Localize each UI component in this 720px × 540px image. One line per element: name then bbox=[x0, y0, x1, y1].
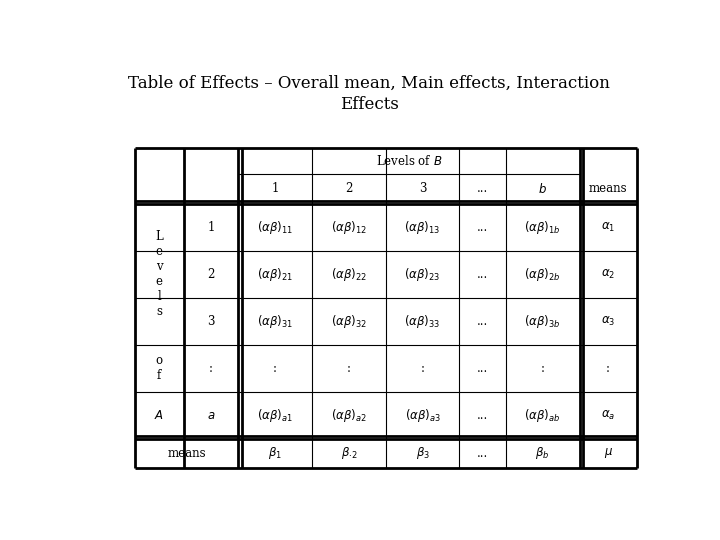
Text: ...: ... bbox=[477, 221, 488, 234]
Text: Levels of $B$: Levels of $B$ bbox=[376, 154, 442, 168]
Text: $(\alpha\beta)_{a2}$: $(\alpha\beta)_{a2}$ bbox=[331, 407, 367, 423]
Text: ...: ... bbox=[477, 268, 488, 281]
Text: $(\alpha\beta)_{11}$: $(\alpha\beta)_{11}$ bbox=[257, 219, 293, 235]
Text: Table of Effects – Overall mean, Main effects, Interaction: Table of Effects – Overall mean, Main ef… bbox=[128, 75, 610, 92]
Text: ...: ... bbox=[477, 315, 488, 328]
Text: 2: 2 bbox=[207, 268, 215, 281]
Text: ...: ... bbox=[477, 409, 488, 422]
Text: $(\alpha\beta)_{ab}$: $(\alpha\beta)_{ab}$ bbox=[524, 407, 561, 423]
Text: $\alpha_3$: $\alpha_3$ bbox=[601, 314, 616, 328]
Text: 3: 3 bbox=[207, 315, 215, 328]
Text: ...: ... bbox=[477, 362, 488, 375]
Text: 1: 1 bbox=[207, 221, 215, 234]
Text: 3: 3 bbox=[419, 183, 426, 195]
Text: $(\alpha\beta)_{31}$: $(\alpha\beta)_{31}$ bbox=[257, 313, 293, 329]
Text: ...: ... bbox=[477, 447, 488, 460]
Text: :: : bbox=[606, 362, 610, 375]
Text: 1: 1 bbox=[271, 183, 279, 195]
Text: :: : bbox=[209, 362, 213, 375]
Text: $\beta_3$: $\beta_3$ bbox=[415, 446, 430, 461]
Text: :: : bbox=[541, 362, 544, 375]
Text: $(\alpha\beta)_{2b}$: $(\alpha\beta)_{2b}$ bbox=[524, 266, 561, 282]
Text: $\beta_b$: $\beta_b$ bbox=[536, 446, 550, 461]
Text: L
e
v
e
l
s: L e v e l s bbox=[156, 230, 163, 318]
Text: $\alpha_a$: $\alpha_a$ bbox=[601, 408, 616, 422]
Text: means: means bbox=[167, 447, 206, 460]
Text: means: means bbox=[589, 183, 628, 195]
Text: ...: ... bbox=[477, 183, 488, 195]
Text: $(\alpha\beta)_{32}$: $(\alpha\beta)_{32}$ bbox=[330, 313, 367, 329]
Text: $(\alpha\beta)_{a3}$: $(\alpha\beta)_{a3}$ bbox=[405, 407, 441, 423]
Text: $A$: $A$ bbox=[154, 409, 164, 422]
Text: :: : bbox=[273, 362, 277, 375]
Text: $\beta_1$: $\beta_1$ bbox=[269, 446, 282, 461]
Text: $(\alpha\beta)_{23}$: $(\alpha\beta)_{23}$ bbox=[405, 266, 441, 282]
Text: $b$: $b$ bbox=[539, 182, 547, 196]
Text: $a$: $a$ bbox=[207, 409, 215, 422]
Text: $\mu$: $\mu$ bbox=[603, 447, 613, 460]
Text: 2: 2 bbox=[345, 183, 353, 195]
Text: o
f: o f bbox=[156, 354, 163, 382]
Text: $(\alpha\beta)_{13}$: $(\alpha\beta)_{13}$ bbox=[405, 219, 441, 235]
Text: $(\alpha\beta)_{33}$: $(\alpha\beta)_{33}$ bbox=[405, 313, 441, 329]
Text: $\alpha_2$: $\alpha_2$ bbox=[601, 267, 616, 281]
Text: :: : bbox=[347, 362, 351, 375]
Text: $(\alpha\beta)_{1b}$: $(\alpha\beta)_{1b}$ bbox=[524, 219, 561, 235]
Text: $(\alpha\beta)_{a1}$: $(\alpha\beta)_{a1}$ bbox=[257, 407, 293, 423]
Text: $(\alpha\beta)_{3b}$: $(\alpha\beta)_{3b}$ bbox=[524, 313, 561, 329]
Text: $(\alpha\beta)_{22}$: $(\alpha\beta)_{22}$ bbox=[330, 266, 367, 282]
Text: :: : bbox=[420, 362, 425, 375]
Text: $\beta_{\cdot 2}$: $\beta_{\cdot 2}$ bbox=[341, 446, 357, 461]
Text: $(\alpha\beta)_{12}$: $(\alpha\beta)_{12}$ bbox=[330, 219, 367, 235]
Text: $(\alpha\beta)_{21}$: $(\alpha\beta)_{21}$ bbox=[257, 266, 293, 282]
Text: $\alpha_1$: $\alpha_1$ bbox=[601, 220, 616, 234]
Text: Effects: Effects bbox=[340, 96, 398, 113]
